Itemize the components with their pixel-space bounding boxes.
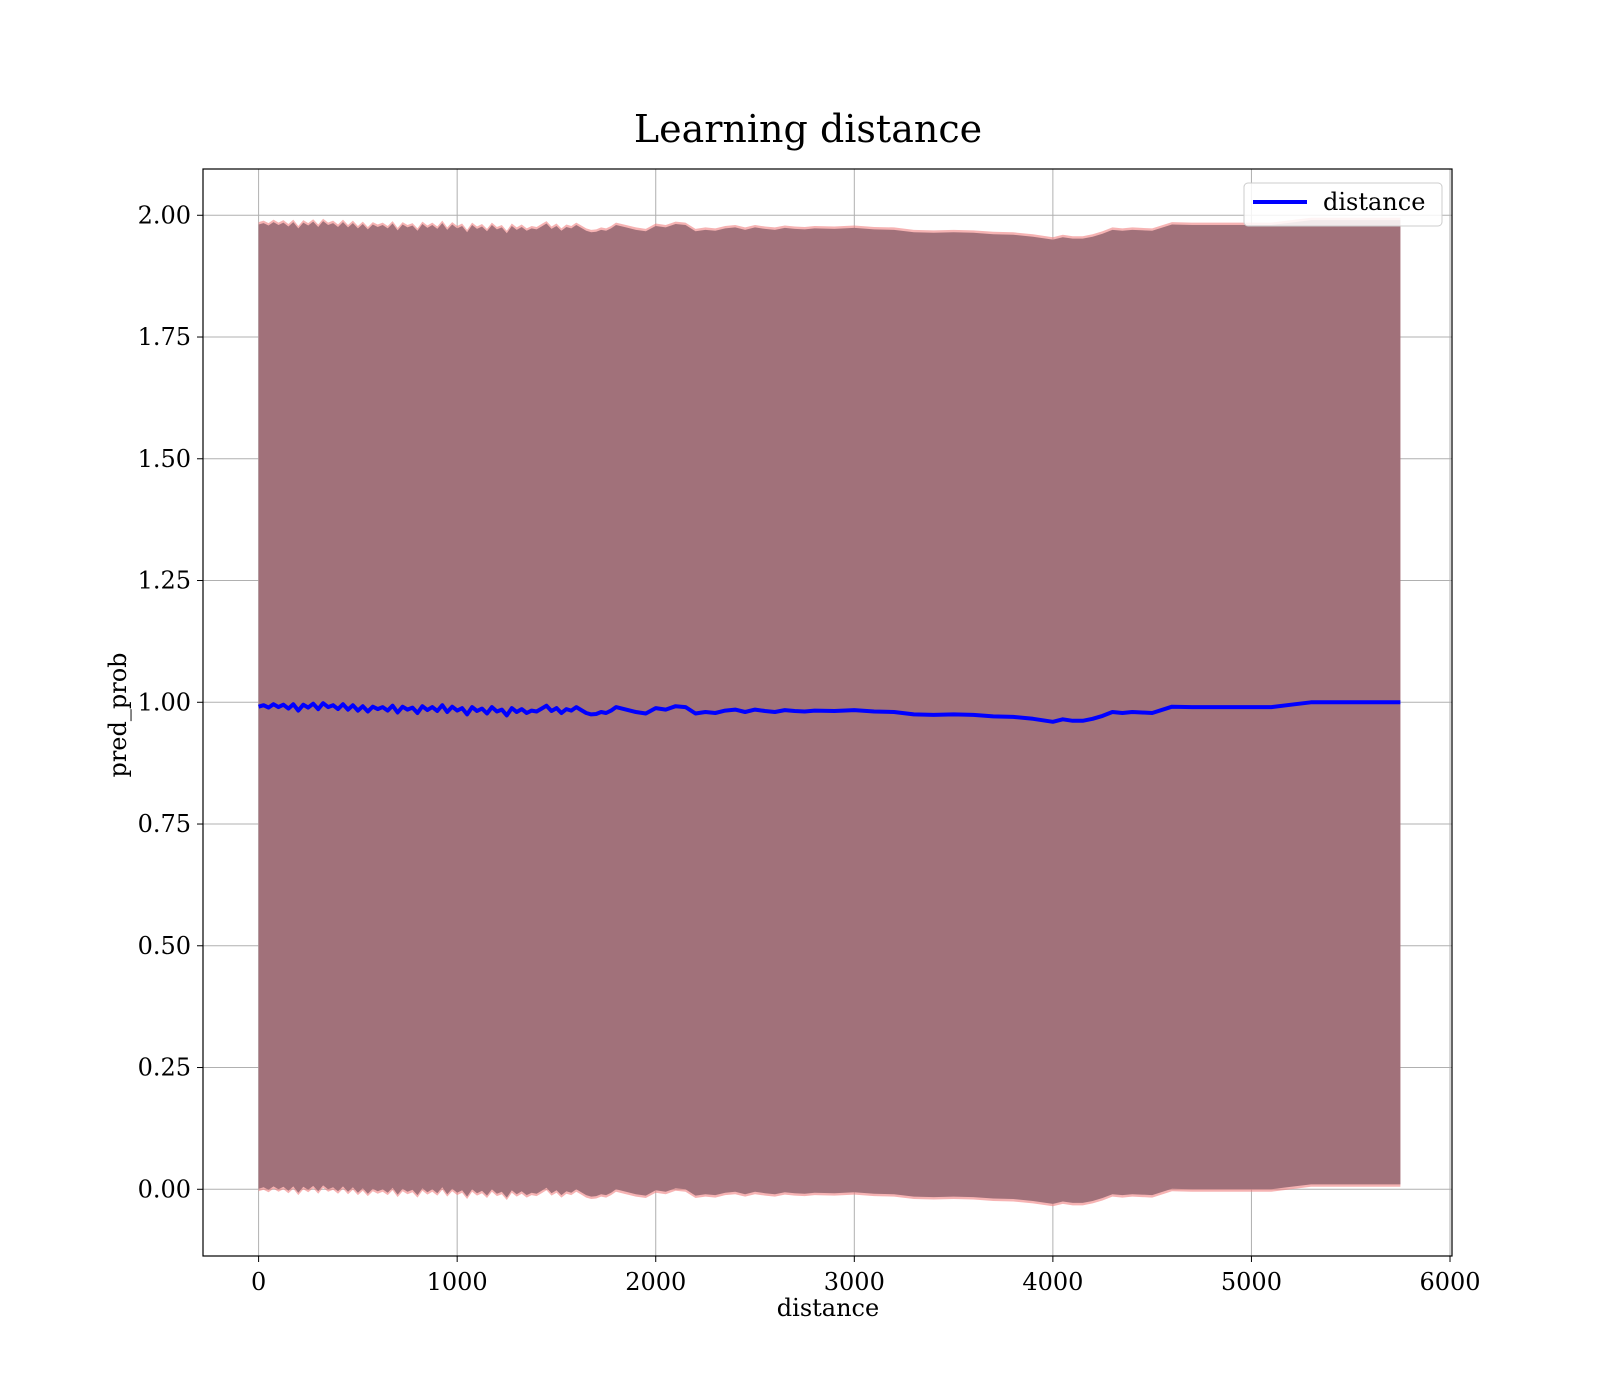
plot-area: 0 1000 2000 3000 4000 5000 6000 0.00 0.25 0.50 0.7… <box>138 168 1481 1296</box>
x-tick-label-0: 0 <box>251 1268 266 1296</box>
y-tick-label-6: 1.50 <box>138 445 191 473</box>
x-tick-label-2: 2000 <box>625 1268 686 1296</box>
x-tick-label-4: 4000 <box>1022 1268 1083 1296</box>
x-tick-label-1: 1000 <box>427 1268 488 1296</box>
series-line-distance <box>258 700 1401 724</box>
y-tick-label-4: 1.00 <box>138 688 191 716</box>
y-tick-label-1: 0.25 <box>138 1054 191 1082</box>
y-tick-label-7: 1.75 <box>138 323 191 351</box>
legend-entry-distance: distance <box>1323 188 1425 216</box>
x-tick-label-6: 6000 <box>1419 1268 1480 1296</box>
y-tick-label-0: 0.00 <box>138 1175 191 1203</box>
x-axis-label: distance <box>777 1294 879 1322</box>
axes-frame <box>202 168 1453 1257</box>
x-tick-label-5: 5000 <box>1221 1268 1282 1296</box>
y-tick-label-5: 1.25 <box>138 567 191 595</box>
y-tick-label-3: 0.75 <box>138 810 191 838</box>
chart-title: Learning distance <box>634 107 982 151</box>
y-tick-label-2: 0.50 <box>138 932 191 960</box>
legend-box <box>1243 182 1443 227</box>
y-axis-label: pred_prob <box>104 652 132 777</box>
x-tick-label-3: 3000 <box>824 1268 885 1296</box>
legend: distance <box>1243 182 1443 227</box>
y-tick-label-8: 2.00 <box>138 201 191 229</box>
